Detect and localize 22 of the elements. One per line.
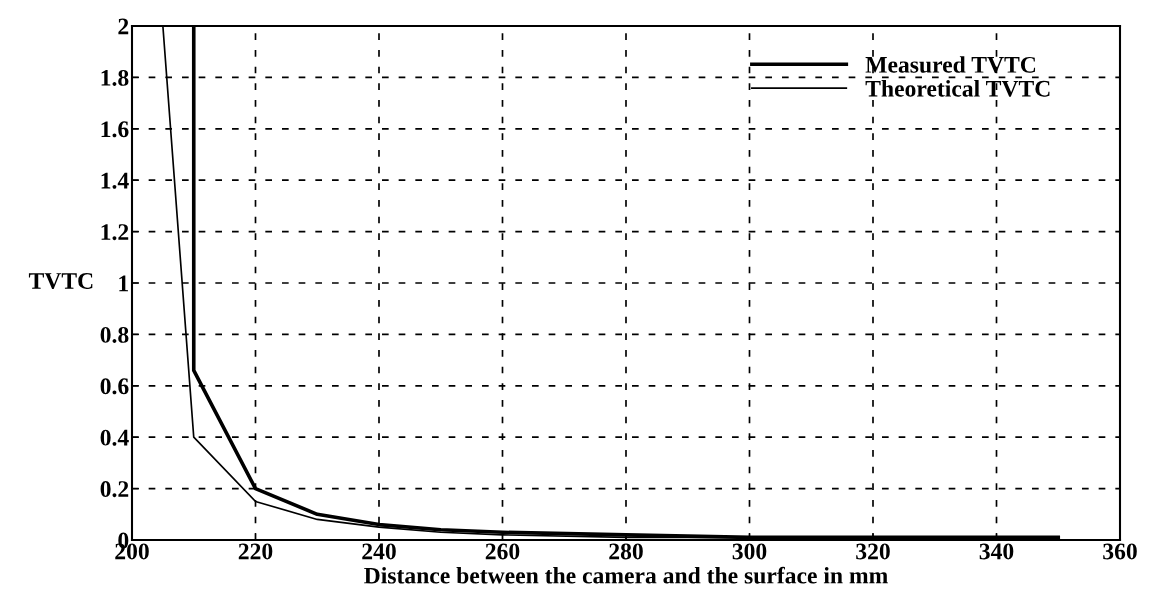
y-tick-label: 2 [118,18,129,35]
x-tick-label: 260 [485,543,520,560]
legend-label: Measured TVTC [865,56,1036,73]
x-tick-label: 320 [856,543,890,560]
y-tick-label: 1.8 [101,69,129,86]
x-axis-title: Distance between the camera and the surface in mm [364,566,888,584]
x-tick-label: 280 [609,543,643,560]
y-tick-label: 1.2 [101,224,129,241]
y-tick-label: 1.4 [101,172,129,189]
y-tick-label: 0.2 [100,481,129,498]
y-tick-label: 0.6 [100,378,129,395]
y-tick-label: 0.8 [100,326,129,343]
legend-label: Theoretical TVTC [865,80,1050,97]
x-tick-label: 220 [238,543,273,560]
y-axis-title: TVTC [28,273,93,290]
x-tick-label: 340 [979,543,1014,560]
y-tick-label: 0.4 [100,429,129,446]
y-tick-label: 1 [119,275,128,292]
x-tick-label: 300 [732,543,767,560]
x-tick-label: 360 [1103,543,1137,560]
x-tick-label: 240 [362,543,396,560]
y-tick-label: 1.6 [101,121,129,138]
